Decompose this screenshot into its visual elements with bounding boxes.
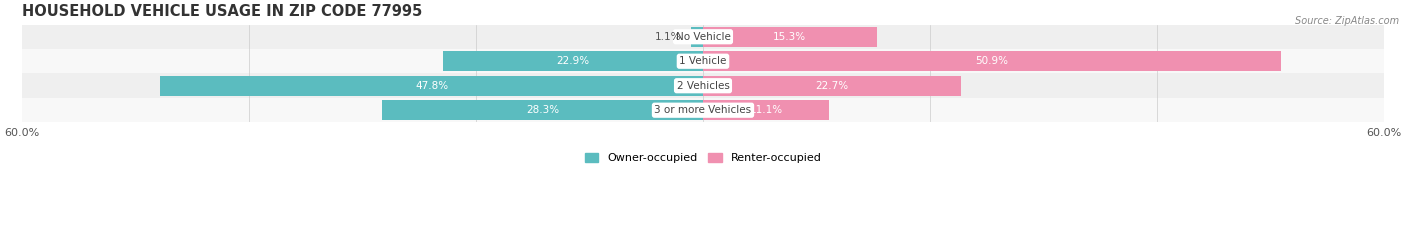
Bar xyxy=(703,27,877,47)
Text: No Vehicle: No Vehicle xyxy=(675,32,731,42)
Text: Source: ZipAtlas.com: Source: ZipAtlas.com xyxy=(1295,16,1399,26)
Bar xyxy=(703,76,960,96)
Bar xyxy=(690,27,703,47)
Bar xyxy=(703,100,830,120)
Text: 3 or more Vehicles: 3 or more Vehicles xyxy=(654,105,752,115)
Text: HOUSEHOLD VEHICLE USAGE IN ZIP CODE 77995: HOUSEHOLD VEHICLE USAGE IN ZIP CODE 7799… xyxy=(21,4,422,19)
Text: 22.9%: 22.9% xyxy=(557,56,589,66)
Text: 15.3%: 15.3% xyxy=(773,32,807,42)
Bar xyxy=(381,100,703,120)
Legend: Owner-occupied, Renter-occupied: Owner-occupied, Renter-occupied xyxy=(581,148,825,168)
Bar xyxy=(21,73,1385,98)
Text: 50.9%: 50.9% xyxy=(976,56,1008,66)
Bar xyxy=(443,51,703,71)
Bar xyxy=(703,51,1281,71)
Text: 22.7%: 22.7% xyxy=(815,81,848,91)
Text: 28.3%: 28.3% xyxy=(526,105,560,115)
Bar xyxy=(21,24,1385,49)
Bar xyxy=(21,49,1385,73)
Bar xyxy=(160,76,703,96)
Text: 1 Vehicle: 1 Vehicle xyxy=(679,56,727,66)
Text: 11.1%: 11.1% xyxy=(749,105,783,115)
Bar xyxy=(21,98,1385,123)
Text: 2 Vehicles: 2 Vehicles xyxy=(676,81,730,91)
Text: 47.8%: 47.8% xyxy=(415,81,449,91)
Text: 1.1%: 1.1% xyxy=(655,32,682,42)
